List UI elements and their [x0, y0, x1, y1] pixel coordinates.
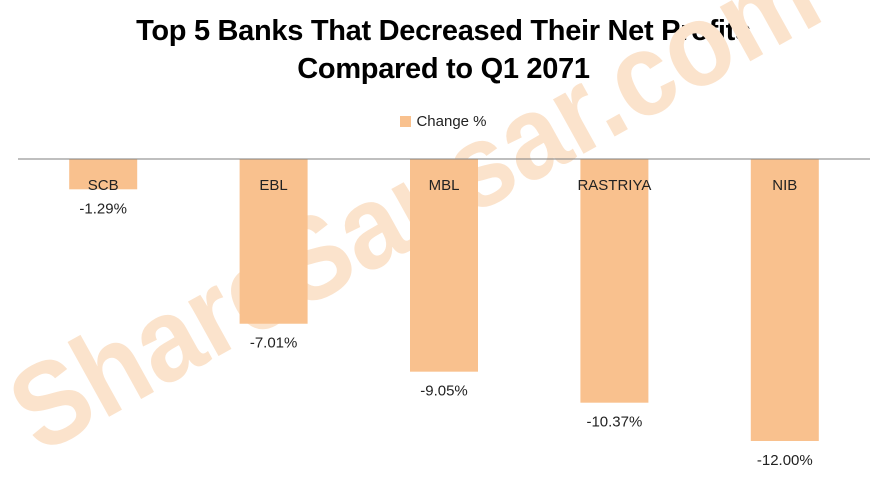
bar-nib: [750, 159, 819, 441]
chart-title-line-2: Compared to Q1 2071: [297, 53, 590, 85]
category-label: NIB: [772, 177, 797, 194]
data-label: -1.29%: [79, 200, 127, 217]
chart-title: Top 5 Banks That Decreased Their Net Pro…: [0, 12, 887, 88]
bar-scb: [69, 159, 138, 190]
category-label: SCB: [88, 177, 119, 194]
bar-ebl: [239, 159, 308, 324]
bar-mbl: [410, 159, 478, 372]
chart-title-line-1: Top 5 Banks That Decreased Their Net Pro…: [136, 15, 751, 47]
category-label: EBL: [259, 177, 287, 194]
category-label: MBL: [429, 177, 460, 194]
data-label: -9.05%: [420, 383, 468, 400]
data-label: -7.01%: [250, 335, 298, 352]
data-label: -10.37%: [586, 414, 642, 431]
legend-swatch: [400, 116, 412, 127]
bar-rastriya: [580, 159, 649, 403]
data-label: -12.00%: [757, 452, 813, 469]
legend-label: Change %: [416, 113, 487, 130]
chart-legend: Change %: [0, 113, 887, 130]
category-label: RASTRIYA: [577, 177, 651, 194]
